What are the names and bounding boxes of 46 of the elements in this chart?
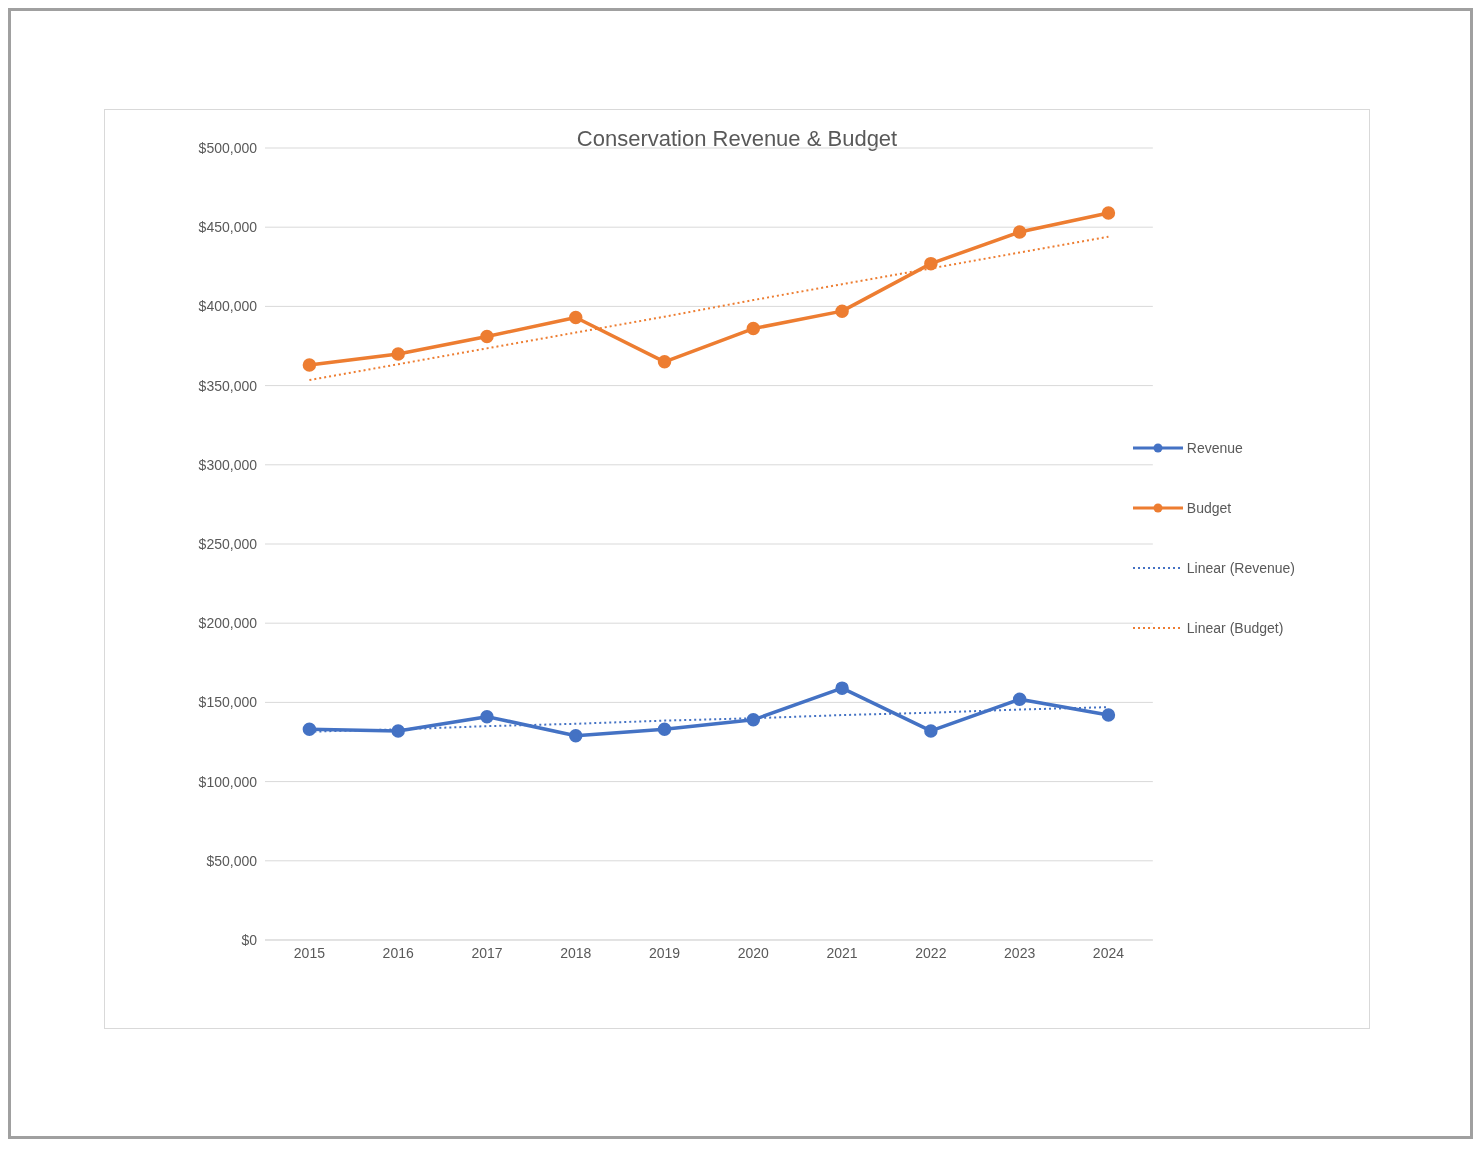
legend-label: Revenue [1186, 440, 1243, 456]
y-tick-label: $450,000 [198, 219, 258, 236]
point [302, 722, 317, 737]
y-tick-label: $400,000 [198, 298, 258, 315]
legend-label: Linear (Budget) [1186, 620, 1284, 636]
x-tick-label: 2019 [648, 944, 681, 961]
x-tick-label: 2016 [382, 944, 414, 961]
point [1012, 692, 1027, 706]
x-tick-label: 2015 [293, 944, 326, 961]
point [1101, 206, 1116, 220]
y-tick-label: $250,000 [198, 535, 258, 552]
point [391, 347, 405, 361]
y-tick-label: $300,000 [198, 456, 258, 473]
y-tick-label: $0 [241, 931, 258, 948]
y-tick-label: $50,000 [206, 852, 258, 869]
point [568, 728, 583, 743]
x-tick-label: 2023 [1004, 944, 1036, 961]
point [924, 256, 938, 271]
x-tick-label: 2024 [1092, 944, 1125, 961]
point [480, 709, 494, 724]
point [568, 310, 583, 325]
chart-title: Conservation Revenue & Budget [576, 126, 898, 151]
x-tick-label: 2022 [915, 944, 947, 961]
point [302, 358, 317, 372]
point [746, 713, 761, 727]
x-tick-label: 2018 [560, 944, 592, 961]
point [924, 724, 938, 738]
point [480, 329, 494, 344]
y-tick-label: $100,000 [198, 773, 258, 790]
point [1101, 708, 1116, 722]
y-tick-label: $150,000 [198, 694, 258, 711]
y-tick-label: $500,000 [198, 139, 258, 156]
point [391, 724, 405, 738]
y-tick-label: $200,000 [198, 615, 258, 632]
point [835, 681, 849, 695]
point [746, 321, 761, 336]
x-tick-label: 2021 [826, 944, 858, 961]
point [657, 355, 672, 369]
legend-label: Budget [1186, 500, 1232, 516]
x-tick-label: 2017 [471, 944, 503, 961]
point [1012, 225, 1027, 239]
legend-label: Linear (Revenue) [1186, 560, 1295, 576]
point [835, 304, 849, 318]
point [657, 722, 672, 737]
x-tick-label: 2020 [737, 944, 770, 961]
y-tick-label: $350,000 [198, 377, 258, 394]
